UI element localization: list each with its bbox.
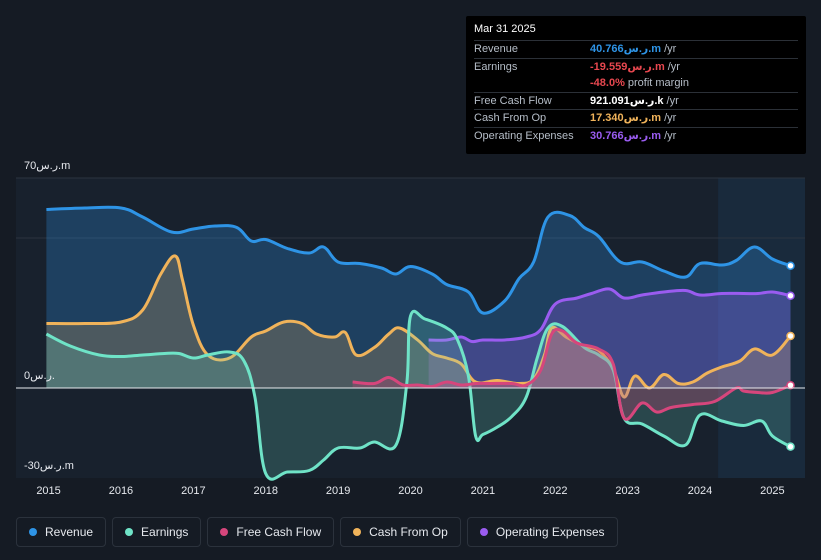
legend-dot-icon [353,528,362,536]
tooltip-row-label: Free Cash Flow [474,94,552,107]
legend-label: Earnings [141,525,189,539]
earnings-end-marker [786,442,795,451]
x-tick-label: 2020 [398,485,423,497]
legend-dot-icon [220,528,229,536]
legend-item-fcf[interactable]: Free Cash Flow [207,517,335,547]
tooltip-row-unit: /yr [664,43,677,55]
tooltip-row-label: Operating Expenses [474,129,574,142]
revenue-area [46,207,791,388]
tooltip-row: Cash From Op 17.340ر.س.m/yr [474,109,798,127]
legend-item-revenue[interactable]: Revenue [16,517,107,547]
legend-item-cfo[interactable]: Cash From Op [340,517,461,547]
tooltip-row-unit: /yr [667,60,680,73]
revenue-end-marker [786,261,795,270]
fcf-line [352,327,792,421]
x-tick-label: 2024 [687,485,713,497]
chart-legend: Revenue Earnings Free Cash Flow Cash From O… [16,517,618,547]
x-tick-label: 2021 [470,485,496,497]
tooltip-row-value: 17.340ر.س.m [590,112,662,124]
x-tick-label: 2023 [615,485,640,497]
fcf-area [352,329,791,420]
legend-label: Cash From Op [369,525,448,539]
tooltip-row-unit: profit margin [627,77,689,89]
x-tick-label: 2017 [181,485,206,497]
tooltip-row-value: 921.091ر.س.k [590,94,664,107]
y-tick-label: 0ر.س. [24,370,55,382]
tooltip-row-value: 40.766ر.س.m [590,43,662,55]
opex-area [428,288,791,388]
x-tick-label: 2016 [108,485,134,497]
x-tick-label: 2022 [543,485,568,497]
cfo-end-marker [786,331,795,341]
tooltip-row-label: Cash From Op [474,112,547,124]
tooltip-row-label: Revenue [474,43,519,55]
legend-dot-icon [125,528,134,536]
tooltip-date: Mar 31 2025 [474,23,536,35]
tooltip-row: Revenue 40.766ر.س.m/yr [474,40,798,58]
tooltip-row-unit: /yr [664,129,677,142]
tooltip-row-unit: /yr [664,112,677,124]
x-tick-label: 2018 [253,485,278,497]
legend-item-opex[interactable]: Operating Expenses [466,517,618,547]
tooltip-row-label: Earnings [474,60,518,73]
y-tick-label: -30ر.س.m [24,460,74,472]
opex-line [428,287,791,344]
tooltip-row: Earnings -19.559ر.س.m/yr [474,57,798,76]
tooltip-row-value: -48.0% [590,77,625,89]
tooltip-row-unit: /yr [666,94,679,107]
x-tick-label: 2015 [36,485,61,497]
cfo-line [46,254,792,399]
y-tick-label: 70ر.س.m [24,160,71,172]
legend-label: Free Cash Flow [236,525,322,539]
tooltip-row-value: -19.559ر.س.m [590,60,665,73]
tooltip-row-label [474,75,590,92]
legend-dot-icon [479,528,488,536]
legend-label: Revenue [45,525,94,539]
x-tick-label: 2025 [760,485,785,497]
tooltip-row: Operating Expenses 30.766ر.س.m/yr [474,126,798,145]
x-tick-label: 2019 [325,485,351,497]
tooltip-row: -48.0% profit margin [474,75,798,92]
legend-item-earnings[interactable]: Earnings [112,517,202,547]
forecast-region [718,178,805,478]
earnings-line [45,309,792,481]
tooltip-panel: Mar 31 2025 Revenue 40.766ر.س.m/yr Earning… [466,16,806,154]
tooltip-row-value: 30.766ر.س.m [590,129,662,142]
legend-label: Operating Expenses [495,525,605,539]
fcf-end-marker [786,380,795,390]
revenue-line [46,205,792,315]
cfo-area [46,255,791,398]
legend-dot-icon [29,528,37,536]
opex-end-marker [786,291,795,300]
tooltip-row: Free Cash Flow 921.091ر.س.k/yr [474,91,798,110]
